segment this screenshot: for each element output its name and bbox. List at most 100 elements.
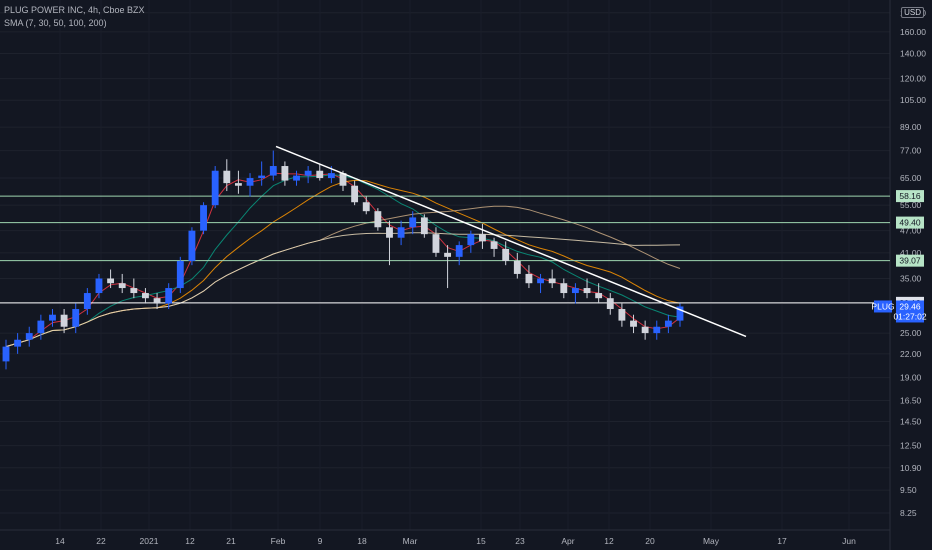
candle-body [548, 278, 556, 284]
candle-body [467, 234, 475, 246]
candle-body [351, 185, 359, 203]
candle-body [444, 252, 452, 257]
y-tick-label: 160.00 [900, 27, 926, 37]
candle-body [653, 326, 661, 334]
level-price-tag [896, 216, 924, 229]
candle-body [304, 170, 312, 176]
candle-body [293, 175, 300, 181]
x-tick-label: Apr [561, 536, 574, 546]
candle-body [513, 260, 521, 274]
candle-body [130, 288, 138, 294]
chart-legend: PLUG POWER INC, 4h, Cboe BZX SMA (7, 30,… [4, 4, 145, 30]
candle-body [176, 260, 184, 289]
last-price-tag [896, 300, 924, 323]
candle-body [327, 173, 335, 179]
y-tick-label: 35.00 [900, 274, 922, 284]
candle-body [606, 298, 614, 310]
x-tick-label: May [703, 536, 720, 546]
candle-body [200, 205, 207, 231]
x-tick-label: 20 [645, 536, 655, 546]
y-tick-label: 19.00 [900, 373, 922, 383]
x-tick-label: 12 [185, 536, 195, 546]
y-tick-label: 41.00 [900, 248, 922, 258]
candle-body [618, 309, 626, 321]
y-tick-label: 65.00 [900, 173, 922, 183]
y-tick-label: 14.50 [900, 416, 922, 426]
y-tick-label: 105.00 [900, 95, 926, 105]
candle-body [95, 278, 103, 294]
candle-body [537, 278, 544, 284]
candle-body [83, 293, 91, 310]
symbol-tag [874, 300, 892, 313]
y-tick-label: 89.00 [900, 122, 922, 132]
x-tick-label: 17 [777, 536, 787, 546]
candle-body [571, 288, 579, 294]
y-tick-label: 25.00 [900, 328, 922, 338]
x-tick-label: 18 [357, 536, 367, 546]
x-tick-label: 21 [226, 536, 236, 546]
candle-body [432, 234, 440, 253]
x-tick-label: 2021 [140, 536, 159, 546]
candle-body [72, 309, 80, 327]
candle-body [246, 178, 254, 186]
y-tick-label: 9.50 [900, 485, 917, 495]
candle-body [490, 241, 498, 249]
y-tick-label: 16.50 [900, 396, 922, 406]
candle-body [118, 283, 126, 289]
candle-body [49, 314, 56, 321]
candle-body [188, 230, 196, 261]
level-price-label: 58.16 [899, 191, 921, 201]
level-price-label: 49.40 [899, 218, 921, 228]
candle-body [362, 202, 370, 212]
candle-body [664, 320, 672, 327]
candle-body [223, 170, 231, 184]
candle-body [502, 248, 510, 261]
y-tick-label: 8.25 [900, 508, 917, 518]
candle-body [630, 320, 637, 327]
y-tick-label: 120.00 [900, 74, 926, 84]
x-tick-label: 22 [96, 536, 106, 546]
candle-body [60, 314, 68, 327]
x-tick-label: 9 [318, 536, 323, 546]
y-tick-label: 47.00 [900, 226, 922, 236]
candle-body [316, 170, 324, 179]
last-price-label: 29.46 [899, 301, 921, 311]
y-tick-label: 22.00 [900, 349, 922, 359]
candle-body [560, 283, 568, 294]
sma200-line [5, 232, 681, 348]
candle-body [455, 245, 463, 257]
candle-body [165, 288, 173, 304]
x-tick-label: 12 [604, 536, 614, 546]
candle-body [339, 173, 347, 186]
sma-indicator-label: SMA (7, 30, 50, 100, 200) [4, 18, 107, 28]
x-tick-label: 23 [515, 536, 525, 546]
candle-body [374, 211, 382, 228]
symbol-title: PLUG POWER INC, 4h, Cboe BZX [4, 5, 145, 15]
x-tick-label: 15 [476, 536, 486, 546]
trendline [275, 145, 747, 338]
candle-body [25, 333, 33, 340]
candle-body [14, 339, 22, 347]
candle-body [234, 183, 242, 186]
candle-body [281, 166, 289, 181]
y-tick-label: 55.00 [900, 200, 922, 210]
candle-body [386, 227, 393, 238]
candle-body [258, 175, 266, 179]
candle-body [397, 227, 405, 238]
candle-body [211, 170, 219, 206]
candle-body [676, 306, 684, 321]
candle-body [153, 298, 161, 304]
candle-body [142, 293, 149, 299]
level-price-tag [896, 190, 924, 203]
x-tick-label: Jun [842, 536, 856, 546]
candle-body [641, 326, 649, 334]
currency-badge[interactable]: USD [901, 7, 924, 18]
level-price-label: 39.07 [899, 256, 921, 266]
candle-body [409, 217, 417, 228]
y-tick-label: 10.90 [900, 463, 922, 473]
candle-body [583, 288, 591, 294]
x-tick-label: 14 [55, 536, 65, 546]
candle-body [269, 166, 277, 176]
